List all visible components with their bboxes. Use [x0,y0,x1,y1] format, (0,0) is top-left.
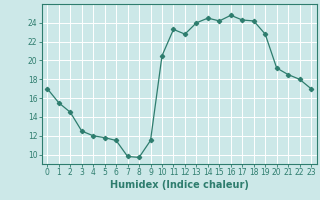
X-axis label: Humidex (Indice chaleur): Humidex (Indice chaleur) [110,180,249,190]
